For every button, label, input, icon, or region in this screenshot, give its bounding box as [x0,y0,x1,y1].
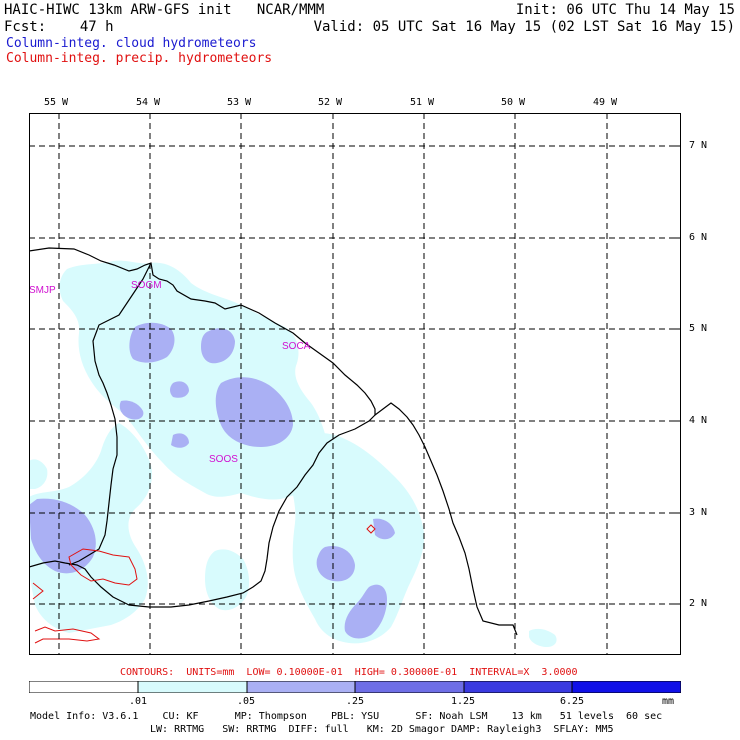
legend-bin-4 [463,681,573,693]
valid-time: Valid: 05 UTC Sat 16 May 15 (02 LST Sat … [313,19,735,35]
model-info-line2: LW: RRTMG SW: RRTMG DIFF: full KM: 2D Sm… [150,724,614,735]
legend-bin-2 [246,681,356,693]
lon-label: 49 W [593,97,618,108]
legend-tick: .25 [346,696,365,707]
lat-ticks [675,145,681,605]
legend-bin-5 [571,681,681,693]
forecast-hour: Fcst: 47 h [4,19,114,35]
lat-label: 3 N [689,507,708,518]
precip-field-label: Column-integ. precip. hydrometeors [6,51,273,66]
lat-label: 6 N [689,232,708,243]
lon-label: 53 W [227,97,252,108]
legend-tick: .05 [237,696,256,707]
cloud-fill-medium [29,322,395,639]
legend-unit: mm [662,696,675,707]
lon-label: 50 W [501,97,526,108]
station-labels: SMJP SOGM SOCA SOOS [29,280,311,465]
station-label: SOCA [282,341,311,352]
legend-tick: 1.25 [451,696,476,707]
lat-label: 7 N [689,140,708,151]
lat-label: 4 N [689,415,708,426]
model-info-line1: Model Info: V3.6.1 CU: KF MP: Thompson P… [30,711,663,722]
map-panel: SMJP SOGM SOCA SOOS [29,113,681,655]
plot-title: HAIC-HIWC 13km ARW-GFS init NCAR/MMM [4,2,325,18]
legend-tick: .01 [129,696,148,707]
grid-lines [29,113,681,655]
contour-info: CONTOURS: UNITS=mm LOW= 0.10000E-01 HIGH… [120,667,578,678]
coastline [29,247,518,636]
station-label: SMJP [29,285,56,296]
lon-label: 55 W [44,97,69,108]
lon-label: 52 W [318,97,343,108]
legend-bin-1 [137,681,248,693]
init-time: Init: 06 UTC Thu 14 May 15 [515,2,735,18]
legend-bin-3 [354,681,465,693]
legend-tick: 6.25 [560,696,585,707]
legend-bin-0 [29,681,139,693]
lat-label: 5 N [689,323,708,334]
map-border [29,113,681,655]
station-label: SOOS [209,454,238,465]
cloud-fill-light [29,260,557,647]
station-label: SOGM [131,280,162,291]
precip-contours [32,524,376,644]
cloud-field-label: Column-integ. cloud hydrometeors [6,36,257,51]
lon-label: 51 W [410,97,435,108]
lat-label: 2 N [689,598,708,609]
color-legend [29,681,681,693]
lon-label: 54 W [136,97,161,108]
